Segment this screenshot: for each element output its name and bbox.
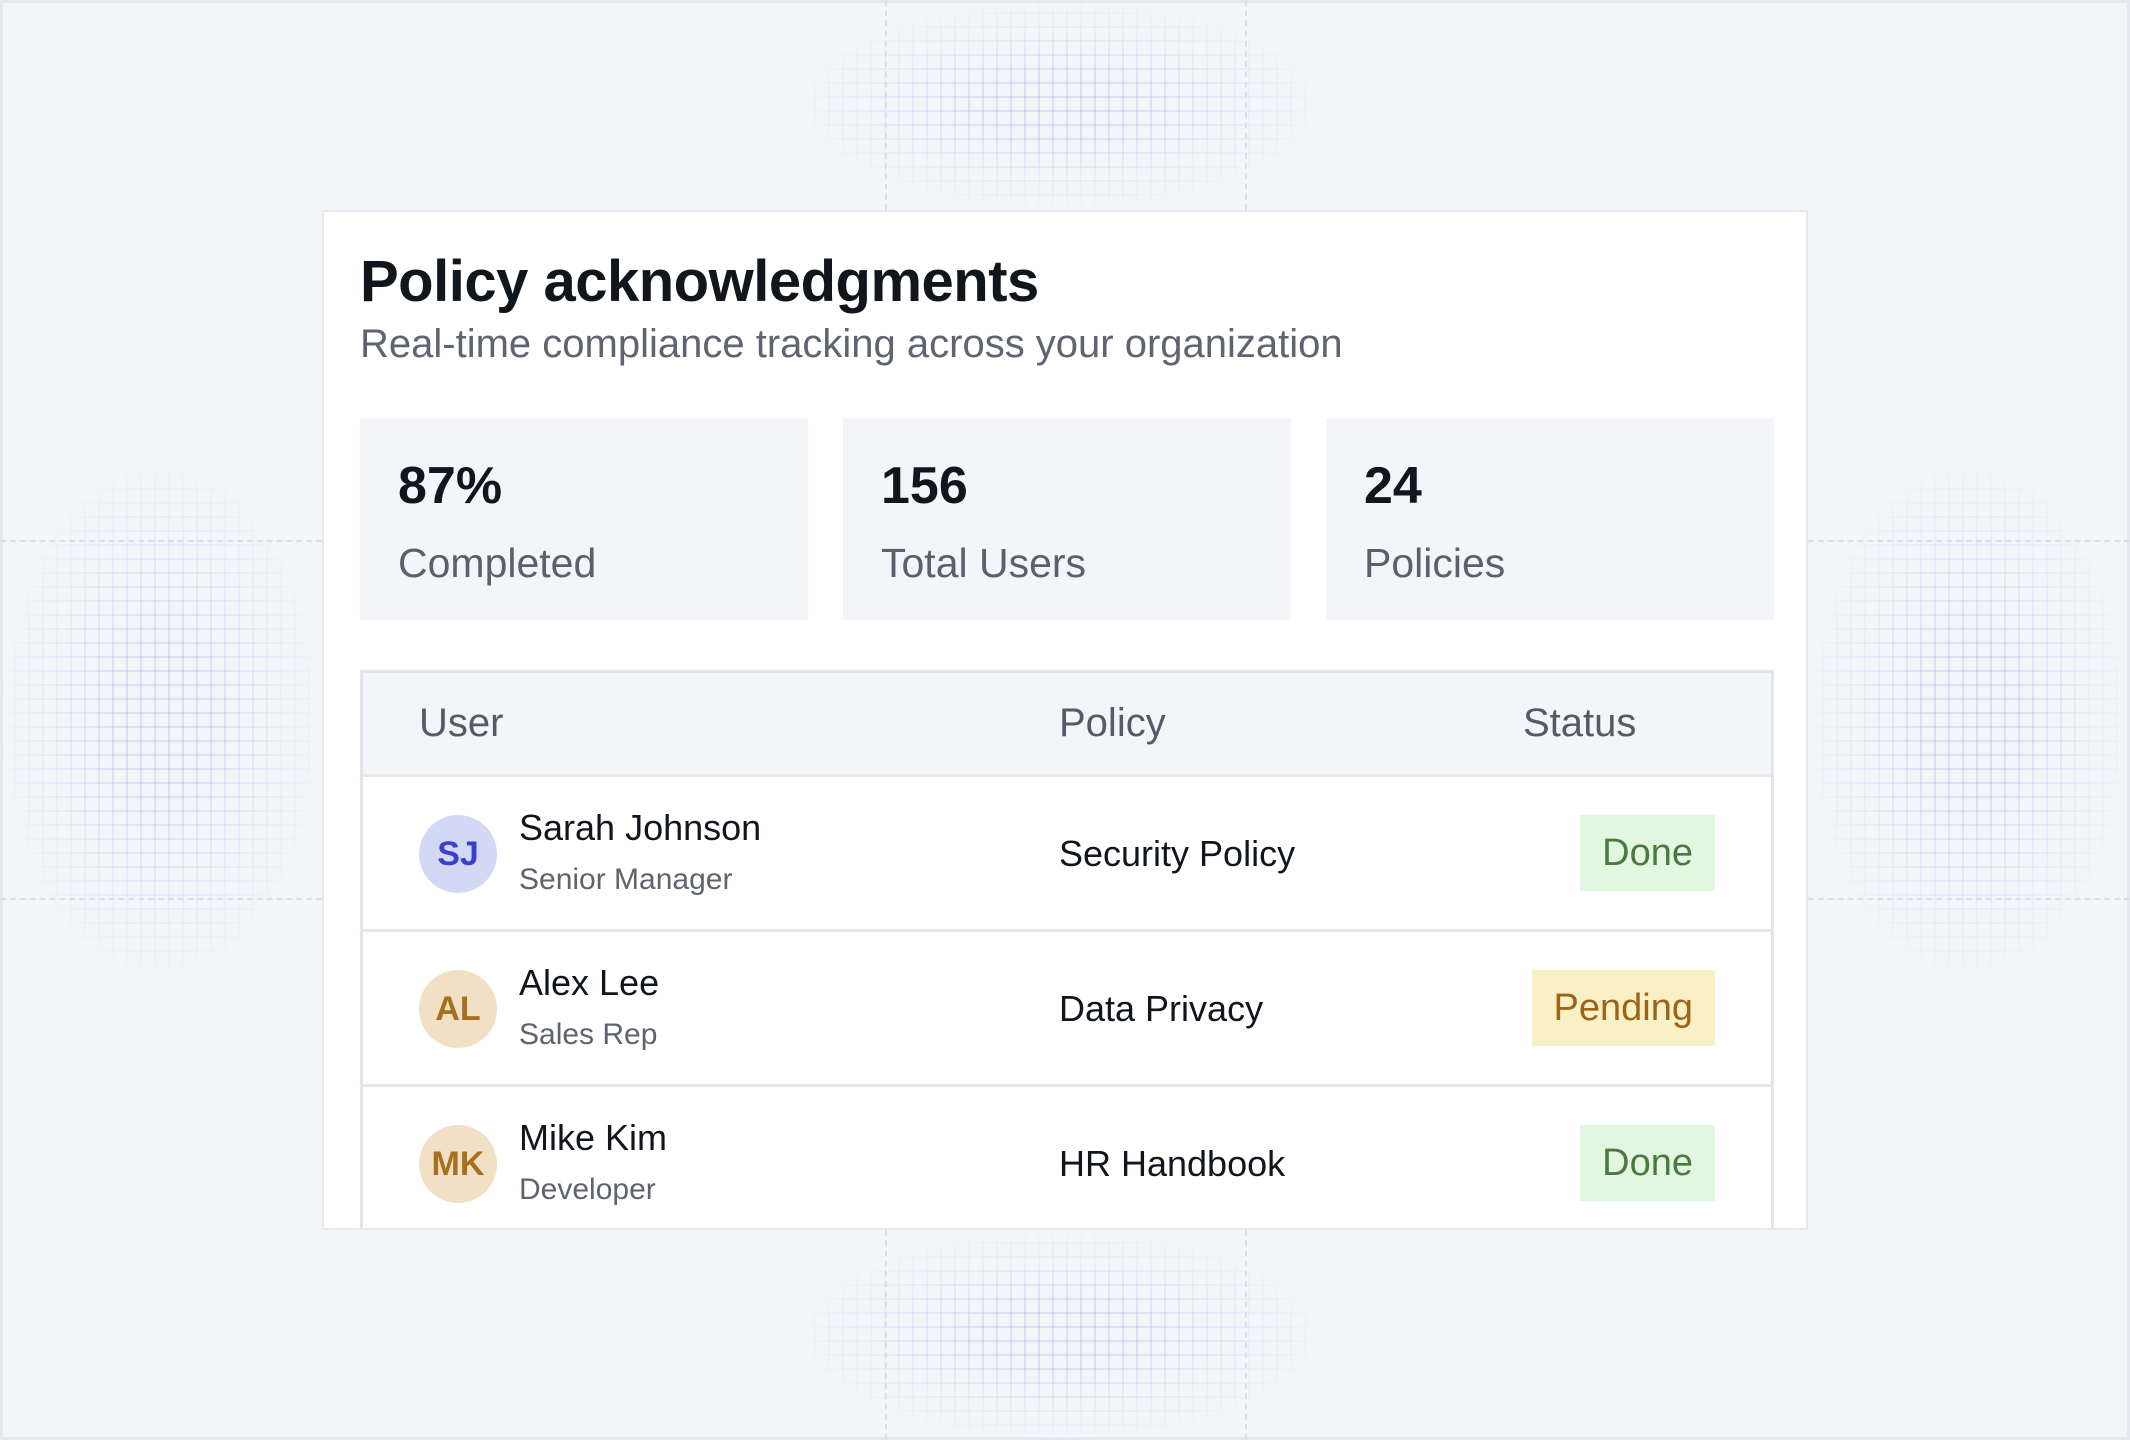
guide-line [885, 1230, 887, 1440]
user-name: Sarah Johnson [519, 807, 762, 848]
guide-line [1808, 898, 2130, 900]
table-header: User Policy Status [363, 673, 1771, 777]
table-row[interactable]: AL Alex Lee Sales Rep Data Privacy Pendi… [363, 929, 1771, 1084]
page-subtitle: Real-time compliance tracking across you… [360, 322, 1343, 366]
background-grid-top [800, 0, 1320, 210]
background-grid-left [0, 460, 322, 980]
user-name: Mike Kim [519, 1117, 668, 1158]
stat-label: Total Users [881, 540, 1087, 586]
status-badge: Done [1580, 1125, 1715, 1201]
user-role: Senior Manager [519, 863, 733, 896]
stat-value: 156 [881, 457, 968, 515]
user-name: Alex Lee [519, 962, 660, 1003]
status-badge: Pending [1531, 970, 1715, 1046]
avatar: AL [419, 970, 497, 1048]
stat-card-total-users: 156 Total Users [843, 418, 1291, 620]
guide-line [1245, 1230, 1247, 1440]
column-header-status[interactable]: Status [1523, 701, 1637, 745]
policy-name: Data Privacy [1059, 988, 1264, 1029]
stat-value: 24 [1364, 457, 1422, 515]
status-badge: Done [1580, 815, 1715, 891]
user-role: Sales Rep [519, 1018, 658, 1051]
avatar: SJ [419, 815, 497, 893]
user-role: Developer [519, 1173, 656, 1206]
guide-line [885, 0, 887, 210]
guide-line [0, 898, 322, 900]
stat-card-completed: 87% Completed [360, 418, 808, 620]
stat-label: Completed [398, 540, 597, 586]
stat-value: 87% [398, 457, 503, 515]
guide-line [1808, 540, 2130, 542]
guide-line [0, 540, 322, 542]
page-title: Policy acknowledgments [360, 249, 1039, 314]
background-grid-right [1808, 460, 2130, 980]
stat-label: Policies [1364, 540, 1506, 586]
guide-line [1245, 0, 1247, 210]
policy-name: Security Policy [1059, 833, 1296, 874]
column-header-user[interactable]: User [419, 701, 504, 745]
column-header-policy[interactable]: Policy [1059, 701, 1166, 745]
avatar: MK [419, 1125, 497, 1203]
table-row[interactable]: MK Mike Kim Developer HR Handbook Done [363, 1084, 1771, 1228]
policy-acknowledgments-card: Policy acknowledgments Real-time complia… [322, 210, 1808, 1230]
table-row[interactable]: SJ Sarah Johnson Senior Manager Security… [363, 774, 1771, 929]
policy-name: HR Handbook [1059, 1143, 1286, 1184]
acknowledgments-table: User Policy Status SJ Sarah Johnson Seni… [360, 670, 1774, 1228]
background-grid-bottom [800, 1230, 1320, 1440]
stat-card-policies: 24 Policies [1326, 418, 1774, 620]
